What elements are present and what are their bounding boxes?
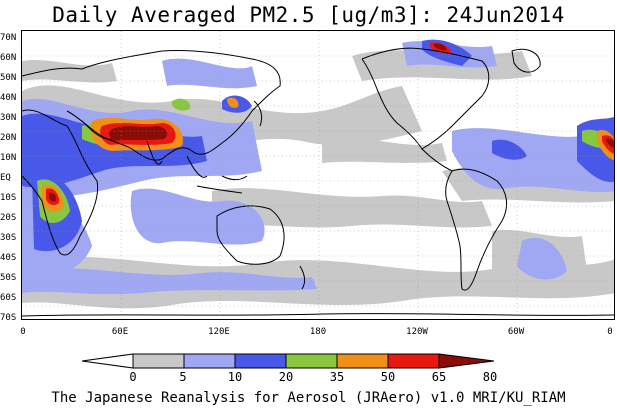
lat-label-10n: 10N [0, 153, 17, 163]
lon-label-120e: 120E [208, 327, 230, 337]
lat-label-60s: 60S [0, 293, 17, 303]
lat-label-eq: EQ [0, 173, 11, 183]
colorbar-segment [387, 353, 440, 369]
lat-label-60n: 60N [0, 53, 17, 63]
colorbar-segment [183, 353, 236, 369]
lat-label-70s: 70S [0, 313, 17, 323]
colorbar-label-35: 35 [329, 370, 345, 384]
colorbar-segment [132, 353, 185, 369]
map-title: Daily Averaged PM2.5 [ug/m3]: 24Jun2014 [52, 3, 565, 27]
lon-label-120w: 120W [406, 327, 428, 337]
coastlines [22, 47, 614, 317]
lat-label-40n: 40N [0, 93, 17, 103]
lon-label-0-east: 0 [607, 327, 613, 337]
lat-label-20n: 20N [0, 133, 17, 143]
colorbar-label-5: 5 [179, 370, 187, 384]
colorbar-segment [81, 353, 134, 369]
lat-label-10s: 10S [0, 193, 17, 203]
gridlines [22, 31, 614, 319]
lat-label-40s: 40S [0, 253, 17, 263]
colorbar-label-10: 10 [227, 370, 243, 384]
pm25-map [21, 30, 615, 320]
lat-label-30s: 30S [0, 233, 17, 243]
lon-label-0: 0 [20, 327, 26, 337]
colorbar [81, 353, 495, 369]
lat-label-50n: 50N [0, 73, 17, 83]
lat-label-30n: 30N [0, 113, 17, 123]
credit-line: The Japanese Reanalysis for Aerosol (JRA… [51, 390, 566, 406]
lon-label-180: 180 [309, 327, 327, 337]
pm25-field [22, 39, 614, 309]
colorbar-segment [234, 353, 287, 369]
lat-label-20s: 20S [0, 213, 17, 223]
colorbar-segment [438, 353, 495, 369]
lat-label-70n: 70N [0, 33, 17, 43]
lon-label-60w: 60W [507, 327, 525, 337]
colorbar-label-0: 0 [129, 370, 137, 384]
colorbar-label-80: 80 [482, 370, 498, 384]
lon-label-60e: 60E [111, 327, 129, 337]
colorbar-label-65: 65 [431, 370, 447, 384]
lat-label-50s: 50S [0, 273, 17, 283]
colorbar-label-20: 20 [278, 370, 294, 384]
colorbar-label-50: 50 [380, 370, 396, 384]
colorbar-segment [336, 353, 389, 369]
colorbar-segment [285, 353, 338, 369]
map-canvas [22, 31, 614, 319]
